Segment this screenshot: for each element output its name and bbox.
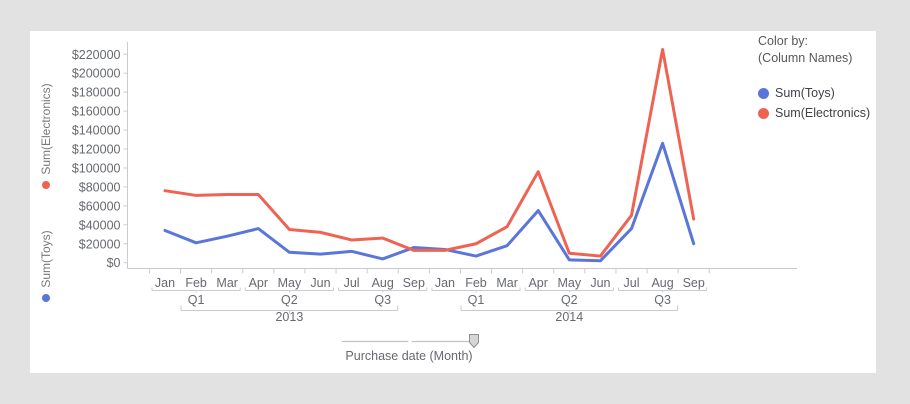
y-tick-label: $180000 <box>72 86 121 100</box>
month-label: Aug <box>651 276 673 290</box>
toys-legend-dot-icon <box>758 87 769 99</box>
month-label: Jun <box>590 276 610 290</box>
line-chart-canvas: $0 $20000 $40000 $60000 $80000 $100000 $120000… <box>72 42 797 363</box>
y-tick-label: $80000 <box>79 180 121 194</box>
legend-item-label: Sum(Toys) <box>775 85 835 100</box>
month-label: Apr <box>528 276 547 290</box>
legend-items: Sum(Toys) Sum(Electronics) <box>758 83 876 123</box>
year-label: 2013 <box>275 310 303 324</box>
month-label: Jul <box>624 276 640 290</box>
quarter-label: Q1 <box>188 293 205 307</box>
y-tick-label: $100000 <box>72 161 121 175</box>
month-label: Apr <box>249 276 268 290</box>
y-tick-label: $160000 <box>72 105 121 119</box>
y-tick-label: $20000 <box>79 237 121 251</box>
y-tick-label: $220000 <box>72 48 121 62</box>
month-label: Jul <box>344 276 360 290</box>
legend-item-label: Sum(Electronics) <box>775 105 871 120</box>
month-label: Feb <box>465 276 487 290</box>
electronics-series-dot-icon <box>42 181 50 189</box>
quarter-label: Q3 <box>654 293 671 307</box>
quarter-label: Q1 <box>468 293 485 307</box>
month-label: Mar <box>216 276 238 290</box>
series-line-sum-toys-[interactable] <box>163 141 696 263</box>
y-tick-label: $40000 <box>79 218 121 232</box>
legend-item-sum-toys[interactable]: Sum(Toys) <box>758 83 876 103</box>
year-label: 2014 <box>555 310 583 324</box>
month-label: May <box>278 276 302 290</box>
month-label: Aug <box>372 276 394 290</box>
y-axis-title-toys: Sum(Toys) <box>39 230 53 288</box>
month-label: May <box>557 276 581 290</box>
month-label: Feb <box>185 276 207 290</box>
quarter-label: Q2 <box>561 293 578 307</box>
legend-subtitle: (Column Names) <box>758 51 853 65</box>
y-tick-label: $200000 <box>72 67 121 81</box>
y-tick-label: $120000 <box>72 143 121 157</box>
month-label: Jan <box>155 276 175 290</box>
electronics-legend-dot-icon <box>758 107 769 119</box>
month-label: Sep <box>683 276 705 290</box>
y-tick-label: $60000 <box>79 199 121 213</box>
legend-title: Color by: <box>758 34 809 48</box>
quarter-label: Q2 <box>281 293 298 307</box>
slider-handle[interactable] <box>469 334 479 349</box>
visualization-panel: Sum(Electronics) Sum(Toys) $0 $20000 $4000… <box>30 31 876 373</box>
month-label: Jun <box>310 276 330 290</box>
series-line-sum-electronics-[interactable] <box>163 48 696 258</box>
y-tick-label: $140000 <box>72 124 121 138</box>
y-axis-title-electronics: Sum(Electronics) <box>39 83 53 175</box>
x-axis-slider-label: Purchase date (Month) <box>345 349 472 363</box>
month-label: Mar <box>496 276 518 290</box>
legend-item-sum-electronics[interactable]: Sum(Electronics) <box>758 103 876 123</box>
y-tick-label: $0 <box>107 256 121 270</box>
legend: Color by: (Column Names) Sum(Toys) Sum(E… <box>758 33 876 123</box>
quarter-label: Q3 <box>374 293 391 307</box>
month-label: Sep <box>403 276 425 290</box>
month-label: Jan <box>435 276 455 290</box>
toys-series-dot-icon <box>42 294 50 302</box>
